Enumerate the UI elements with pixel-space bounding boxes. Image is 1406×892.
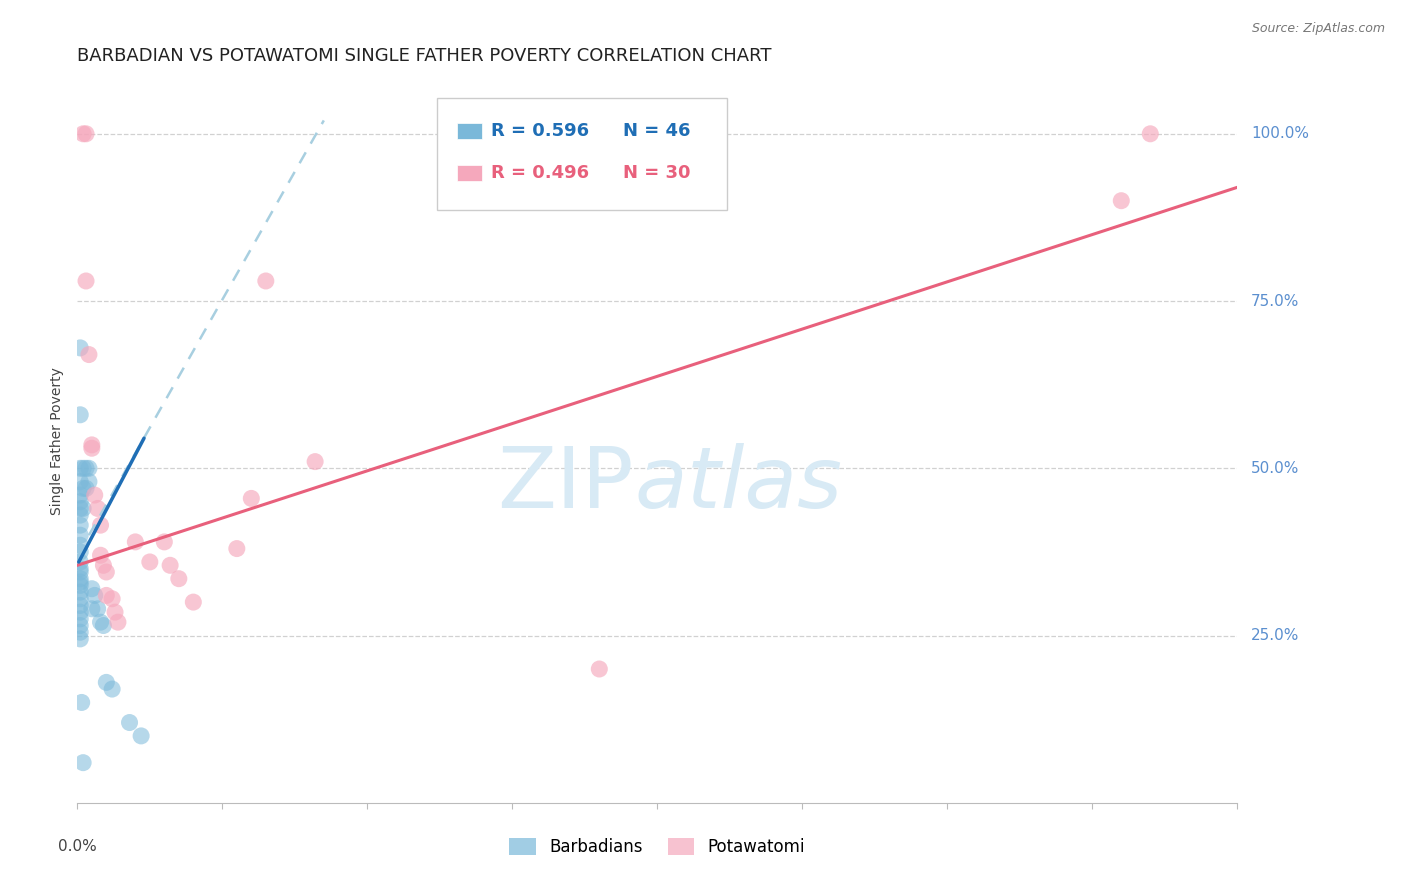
Point (69, 461, 91, 475)
Point (69, 612, 91, 626)
Point (101, 681, 124, 696)
Point (167, 572, 190, 586)
Text: R = 0.496: R = 0.496 (492, 164, 589, 182)
Point (72, 482, 94, 496)
Point (124, 534, 146, 549)
Point (93, 558, 115, 573)
Point (69, 578, 91, 592)
Point (69, 562, 91, 576)
Point (80, 602, 103, 616)
Text: 25.0%: 25.0% (1251, 628, 1299, 643)
Point (1111, 194, 1133, 208)
Point (77, 461, 100, 475)
FancyBboxPatch shape (457, 165, 482, 181)
Point (69, 585, 91, 599)
Point (104, 605, 127, 619)
Text: R = 0.596: R = 0.596 (492, 122, 589, 140)
Point (69, 545, 91, 559)
FancyBboxPatch shape (457, 123, 482, 139)
Point (83, 488, 105, 502)
Point (240, 491, 263, 506)
Point (70, 696, 93, 710)
Point (86, 501, 108, 516)
Point (69, 408, 91, 422)
Point (101, 591, 124, 606)
Point (69, 518, 91, 533)
Point (69, 501, 91, 516)
Point (153, 534, 176, 549)
Point (72, 501, 94, 516)
Text: 0.0%: 0.0% (58, 838, 97, 854)
Point (93, 618, 115, 632)
Text: Source: ZipAtlas.com: Source: ZipAtlas.com (1251, 22, 1385, 36)
Point (69, 575, 91, 590)
Point (75, 274, 97, 288)
Point (69, 605, 91, 619)
Point (75, 461, 97, 475)
Y-axis label: Single Father Poverty: Single Father Poverty (51, 368, 65, 516)
Point (69, 625, 91, 640)
Point (86, 602, 108, 616)
Point (96, 589, 118, 603)
Text: N = 46: N = 46 (623, 122, 690, 140)
Point (80, 438, 103, 452)
Point (69, 488, 91, 502)
Point (72, 461, 94, 475)
Point (69, 538, 91, 552)
Point (139, 555, 162, 569)
Point (69, 632, 91, 646)
Point (75, 127, 97, 141)
Point (90, 615, 111, 630)
Text: ZIP: ZIP (498, 443, 634, 526)
Point (96, 675, 118, 690)
Text: 100.0%: 100.0% (1251, 127, 1309, 141)
Point (77, 348, 100, 362)
Point (69, 599, 91, 613)
Point (118, 715, 141, 730)
Point (69, 591, 91, 606)
Point (69, 618, 91, 632)
Point (69, 494, 91, 508)
Point (107, 615, 129, 630)
Text: BARBADIAN VS POTAWATOMI SINGLE FATHER POVERTY CORRELATION CHART: BARBADIAN VS POTAWATOMI SINGLE FATHER PO… (77, 47, 772, 65)
Point (72, 756, 94, 770)
Point (96, 565, 118, 579)
Point (225, 541, 247, 556)
Point (75, 482, 97, 496)
Point (80, 582, 103, 596)
Point (588, 662, 610, 676)
Point (69, 341, 91, 355)
Point (159, 558, 181, 573)
Point (90, 548, 111, 563)
Legend: Barbadians, Potawatomi: Barbadians, Potawatomi (502, 831, 813, 863)
Point (254, 274, 277, 288)
Point (90, 518, 111, 533)
Point (69, 565, 91, 579)
Point (69, 555, 91, 569)
Text: atlas: atlas (634, 443, 842, 526)
Point (129, 729, 152, 743)
Text: 50.0%: 50.0% (1251, 461, 1299, 475)
Point (80, 442, 103, 455)
Point (69, 572, 91, 586)
Point (1139, 127, 1161, 141)
Point (72, 127, 94, 141)
Point (77, 475, 100, 489)
Text: 75.0%: 75.0% (1251, 293, 1299, 309)
Text: N = 30: N = 30 (623, 164, 690, 182)
Point (183, 595, 205, 609)
Point (69, 475, 91, 489)
Point (69, 528, 91, 542)
Point (304, 455, 326, 469)
FancyBboxPatch shape (437, 98, 727, 211)
Point (69, 508, 91, 523)
Point (83, 589, 105, 603)
